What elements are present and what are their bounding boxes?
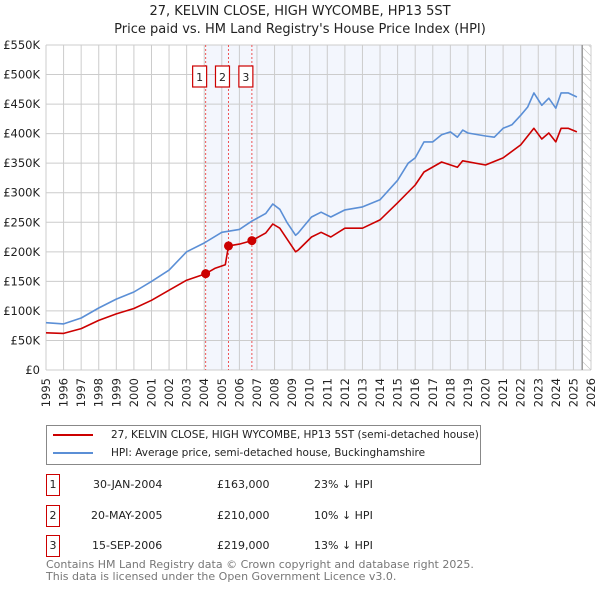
sale-hpi-diff: 23% ↓ HPI: [314, 478, 373, 491]
y-tick-label: £350K: [3, 156, 40, 170]
x-tick-label: 2020: [479, 378, 493, 407]
x-tick-label: 2010: [303, 378, 317, 407]
x-tick-label: 2013: [355, 378, 369, 407]
sale-price: £210,000: [217, 509, 270, 522]
sale-point: [247, 236, 257, 246]
x-tick-label: 2022: [514, 378, 528, 407]
legend-item-property: 27, KELVIN CLOSE, HIGH WYCOMBE, HP13 5ST…: [53, 429, 479, 441]
sale-row: 2 20-MAY-2005 £210,000 10% ↓ HPI: [46, 505, 446, 527]
x-tick-label: 2012: [338, 378, 352, 407]
sale-hpi-diff: 13% ↓ HPI: [314, 539, 373, 552]
footer-licence: This data is licensed under the Open Gov…: [46, 569, 397, 583]
sale-date: 20-MAY-2005: [91, 509, 163, 522]
x-tick-label: 2015: [391, 378, 405, 407]
y-tick-label: £500K: [3, 68, 40, 82]
chart-subtitle: Price paid vs. HM Land Registry's House …: [114, 22, 486, 37]
y-tick-label: £550K: [3, 38, 40, 52]
x-tick-label: 2004: [197, 378, 211, 407]
sale-marker-badge: [238, 65, 254, 88]
y-tick-label: £450K: [3, 97, 40, 111]
legend-item-hpi: HPI: Average price, semi-detached house,…: [53, 447, 425, 459]
price-chart: 1995 1996 1997 1998 1999 2000 2001 2002 2003 2004…: [3, 38, 598, 407]
x-tick-label: 2001: [144, 378, 158, 407]
x-tick-label: 2011: [320, 378, 334, 407]
legend: 27, KELVIN CLOSE, HIGH WYCOMBE, HP13 5ST…: [46, 425, 481, 465]
y-tick-label: £50K: [11, 333, 41, 347]
y-tick-label: £400K: [3, 127, 40, 141]
sale-date: 15-SEP-2006: [92, 539, 163, 552]
legend-label-property: 27, KELVIN CLOSE, HIGH WYCOMBE, HP13 5ST…: [111, 429, 479, 441]
sale-hpi-diff: 10% ↓ HPI: [314, 509, 373, 522]
sale-row: 3 15-SEP-2006 £219,000 13% ↓ HPI: [46, 535, 446, 557]
sale-marker-label: 3: [242, 71, 249, 84]
sale-date: 30-JAN-2004: [93, 478, 163, 491]
x-tick-label: 2009: [285, 378, 299, 407]
x-tick-label: 1996: [57, 378, 71, 407]
sale-badge: 3: [46, 535, 60, 557]
y-tick-label: £0: [25, 363, 40, 377]
x-tick-label: 2008: [268, 378, 282, 407]
y-tick-label: £200K: [3, 245, 40, 259]
sale-row: 1 30-JAN-2004 £163,000 23% ↓ HPI: [46, 474, 446, 496]
legend-label-hpi: HPI: Average price, semi-detached house,…: [111, 447, 426, 459]
y-tick-label: £300K: [3, 186, 40, 200]
x-tick-label: 2017: [426, 378, 440, 407]
sale-marker-label: 2: [219, 71, 226, 84]
x-tick-label: 2000: [127, 378, 141, 407]
sale-price: £219,000: [217, 539, 270, 552]
x-tick-label: 2023: [531, 378, 545, 407]
x-tick-label: 2007: [250, 378, 264, 407]
chart-title: 27, KELVIN CLOSE, HIGH WYCOMBE, HP13 5ST: [149, 4, 451, 19]
x-tick-label: 2019: [461, 378, 475, 407]
x-tick-label: 1997: [74, 378, 88, 407]
hatched-future-region: [582, 45, 591, 370]
sale-marker-label: 1: [196, 71, 203, 84]
hpi-line: [45, 92, 578, 325]
footer: Contains HM Land Registry data © Crown c…: [46, 559, 474, 582]
x-tick-label: 2021: [496, 378, 510, 407]
x-tick-label: 1998: [92, 378, 106, 407]
x-tick-label: 2026: [584, 378, 598, 407]
legend-swatch-property: [53, 434, 93, 436]
sale-marker-badge: [192, 65, 208, 88]
sale-point: [223, 241, 233, 251]
sale-marker-badge: [214, 65, 231, 88]
x-tick-label: 1995: [39, 378, 53, 407]
x-tick-label: 2016: [408, 378, 422, 407]
x-tick-label: 2024: [549, 378, 563, 407]
x-tick-label: 2018: [443, 378, 457, 407]
sale-point: [201, 269, 211, 279]
x-tick-label: 2003: [180, 378, 194, 407]
x-tick-label: 2025: [566, 378, 580, 407]
legend-swatch-hpi: [53, 452, 93, 454]
sale-badge: 2: [46, 505, 60, 527]
property-price-line: [45, 127, 578, 335]
y-tick-label: £100K: [3, 304, 40, 318]
sale-price: £163,000: [217, 478, 270, 491]
x-tick-label: 2006: [232, 378, 246, 407]
x-tick-label: 2014: [373, 378, 387, 407]
footer-copyright: Contains HM Land Registry data © Crown c…: [46, 558, 474, 571]
sale-badge: 1: [46, 474, 60, 496]
y-tick-label: £250K: [3, 215, 40, 229]
x-tick-label: 2002: [162, 378, 176, 407]
x-tick-label: 1999: [109, 378, 123, 407]
shaded-ownership-region: [205, 45, 583, 370]
x-tick-label: 2005: [215, 378, 229, 407]
y-tick-label: £150K: [3, 274, 40, 288]
